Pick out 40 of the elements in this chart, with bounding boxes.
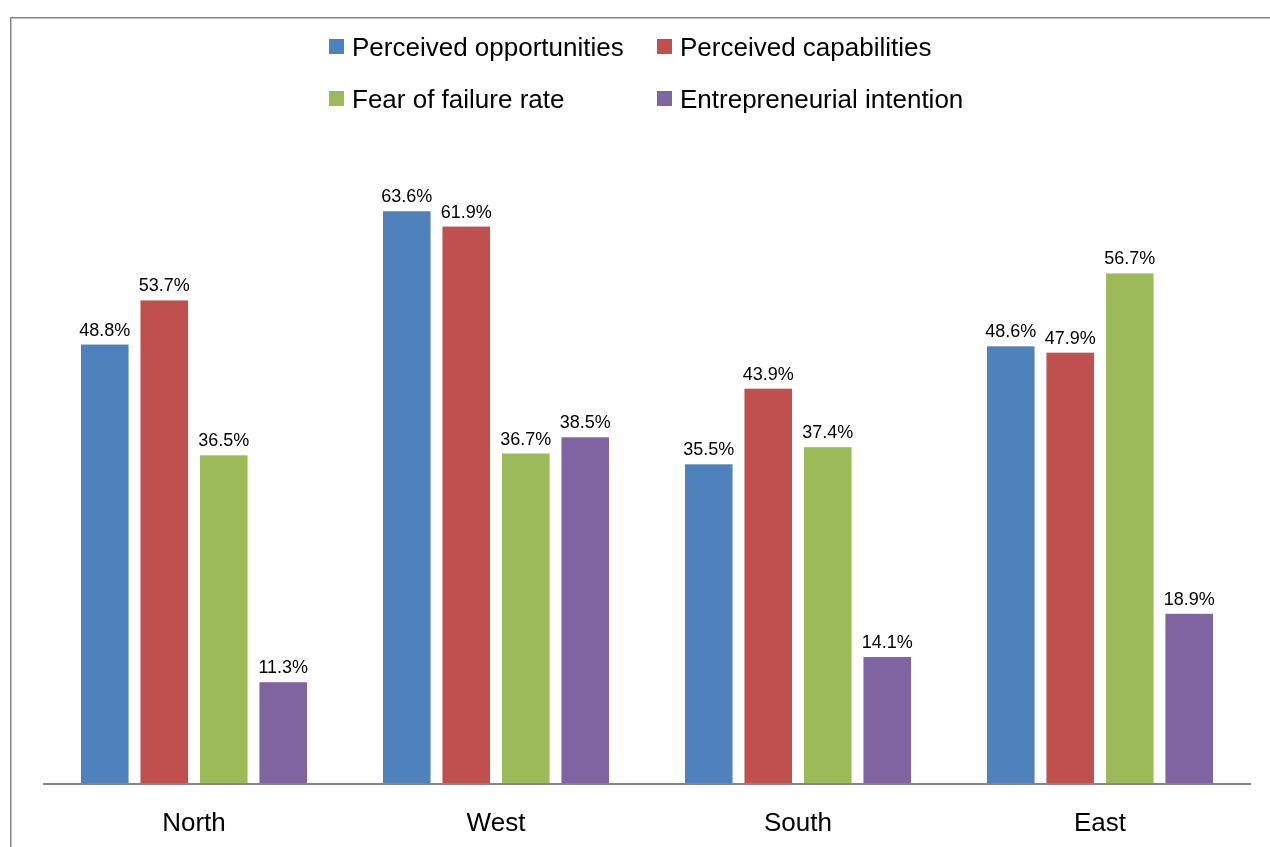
data-label: 38.5% [559,412,611,433]
bar [501,453,550,784]
data-label: 56.7% [1104,248,1156,269]
data-label: 48.6% [985,321,1037,342]
legend-label: Perceived opportunities [352,32,624,62]
data-label: 48.8% [79,319,131,340]
data-label: 11.3% [258,657,309,678]
x-tick-label: East [1073,807,1127,837]
data-label: 36.5% [198,430,250,451]
bar [1165,613,1214,784]
bar [744,388,793,784]
legend-label: Entrepreneurial intention [680,84,964,114]
data-label: 35.5% [683,439,735,460]
data-label: 43.9% [742,363,794,384]
legend-label: Fear of failure rate [352,84,565,114]
x-tick-label: North [162,807,226,837]
bar [986,346,1035,784]
data-label: 53.7% [138,275,190,296]
x-tick-label: West [466,807,527,837]
bar [803,447,852,784]
bar [1105,273,1154,784]
data-label: 63.6% [381,186,433,207]
data-label: 36.7% [500,428,552,449]
bar [382,211,431,784]
bar [140,300,189,784]
legend-label: Perceived capabilities [680,32,932,62]
bar [259,682,308,784]
bar [684,464,733,784]
data-label: 14.1% [861,632,913,653]
data-label: 61.9% [440,201,492,222]
data-label: 37.4% [802,422,854,443]
bar [80,344,129,784]
bar [442,226,491,784]
data-label: 47.9% [1044,327,1096,348]
data-label: 18.9% [1163,588,1215,609]
x-tick-label: South [764,807,832,837]
bar [1046,352,1095,784]
bar [561,437,610,784]
bar [199,455,248,784]
bar [863,657,912,784]
